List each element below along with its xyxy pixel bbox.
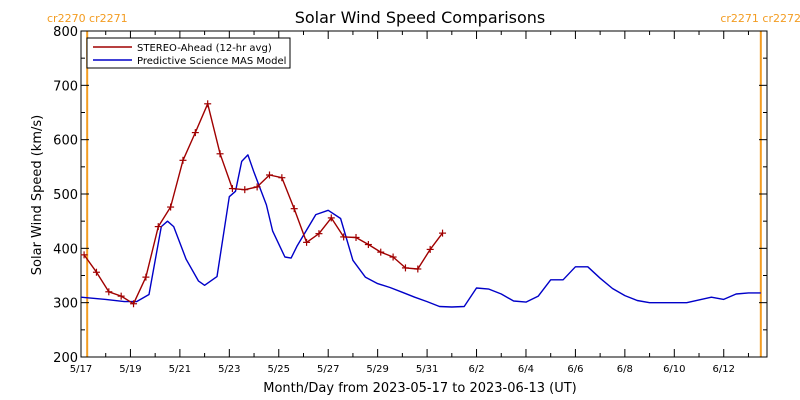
y-axis-ticks: 200 300 400 500 600 700 800 [53, 25, 767, 366]
carrington-label: cr2271 cr2272 [720, 12, 800, 25]
stereo-data-point [364, 241, 372, 249]
stereo-data-point [179, 156, 187, 164]
stereo-data-point [278, 174, 286, 182]
y-tick-label: 600 [53, 134, 78, 149]
carrington-rotation-labels: cr2270 cr2271 cr2271 cr2272 [47, 12, 800, 25]
x-tick-label: 6/6 [567, 364, 583, 375]
stereo-data-point [352, 233, 360, 241]
stereo-data-point [80, 251, 88, 259]
stereo-data-point [154, 223, 162, 231]
stereo-data-point [117, 292, 125, 300]
stereo-data-point [241, 186, 249, 194]
legend-box [86, 37, 291, 69]
series-layer [80, 100, 761, 308]
stereo-data-point [142, 273, 150, 281]
stereo-data-point [290, 205, 298, 213]
stereo-data-point [401, 264, 409, 272]
legend-label-mas: Predictive Science MAS Model [137, 56, 286, 67]
stereo-data-point [216, 150, 224, 158]
stereo-data-point [389, 253, 397, 261]
x-tick-label: 6/8 [617, 364, 633, 375]
x-tick-label: 6/10 [663, 364, 685, 375]
x-tick-label: 5/19 [119, 364, 141, 375]
stereo-data-point [426, 245, 434, 253]
stereo-data-point [303, 238, 311, 246]
y-tick-label: 400 [53, 242, 78, 257]
x-tick-label: 6/4 [518, 364, 534, 375]
chart-legend: STEREO-Ahead (12-hr avg) Predictive Scie… [86, 37, 291, 69]
stereo-data-point [92, 268, 100, 276]
stereo-data-point [340, 233, 348, 241]
stereo-data-point [253, 183, 261, 191]
y-tick-label: 700 [53, 79, 78, 94]
stereo-data-point [167, 203, 175, 211]
y-tick-label: 300 [53, 297, 78, 312]
chart-title: Solar Wind Speed Comparisons [295, 8, 546, 27]
stereo-ahead-line [83, 103, 444, 305]
stereo-data-point [130, 300, 138, 308]
stereo-data-point [204, 100, 212, 108]
stereo-data-point [105, 288, 113, 296]
stereo-data-point [228, 185, 236, 193]
x-axis-label: Month/Day from 2023-05-17 to 2023-06-13 … [263, 381, 576, 396]
y-tick-label: 800 [53, 25, 78, 40]
mas-model-line [80, 154, 761, 308]
carrington-marker-lines [86, 31, 762, 357]
stereo-data-point [327, 214, 335, 222]
x-tick-label: 5/17 [70, 364, 92, 375]
stereo-data-point [265, 171, 273, 179]
stereo-data-point [414, 265, 422, 273]
x-axis-ticks: 5/17 5/19 5/21 5/23 5/25 5/27 5/29 5/31 6/2 6/4 6/… [70, 31, 749, 375]
stereo-data-point [439, 229, 447, 237]
x-tick-label: 5/31 [416, 364, 438, 375]
y-axis-label: Solar Wind Speed (km/s) [30, 115, 45, 275]
x-tick-label: 5/21 [169, 364, 191, 375]
legend-label-stereo: STEREO-Ahead (12-hr avg) [137, 43, 272, 54]
carrington-label: cr2270 cr2271 [47, 12, 128, 25]
x-tick-label: 5/29 [366, 364, 388, 375]
x-tick-label: 6/2 [468, 364, 484, 375]
x-tick-label: 5/27 [317, 364, 339, 375]
x-tick-label: 5/25 [268, 364, 290, 375]
plot-frame [80, 30, 768, 358]
y-tick-label: 500 [53, 188, 78, 203]
y-tick-label: 200 [53, 351, 78, 366]
stereo-data-point [377, 248, 385, 256]
x-tick-label: 6/12 [713, 364, 735, 375]
stereo-data-point [315, 230, 323, 238]
x-tick-label: 5/23 [218, 364, 240, 375]
stereo-data-point [191, 129, 199, 137]
